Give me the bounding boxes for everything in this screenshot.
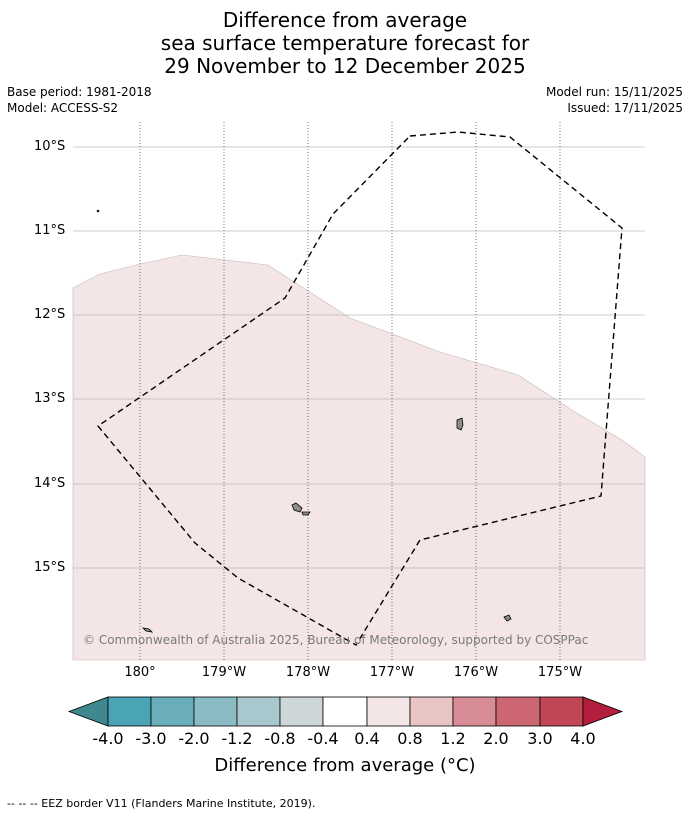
colorbar-right-extension xyxy=(582,696,624,727)
lon-label-178w: 178°W xyxy=(285,665,331,680)
colorbar-tick-label: -0.8 xyxy=(264,729,296,748)
colorbar-segment-6 xyxy=(322,696,368,727)
colorbar-segment-5 xyxy=(279,696,324,727)
colorbar-tick-label: 1.2 xyxy=(440,729,466,748)
colorbar-segment-7 xyxy=(366,696,411,727)
lon-label-175w: 175°W xyxy=(537,665,583,680)
eez-legend-text: -- -- -- EEZ border V11 (Flanders Marine… xyxy=(7,797,316,810)
colorbar-segment-11 xyxy=(539,696,584,727)
lon-label-180: 180° xyxy=(124,665,156,680)
title-line-3: 29 November to 12 December 2025 xyxy=(164,54,526,78)
island-small-sw xyxy=(141,627,154,633)
colorbar-segment-1 xyxy=(107,696,152,727)
island-small-se xyxy=(503,614,512,622)
title-line-2: sea surface temperature forecast for xyxy=(160,31,530,55)
issued-date: Issued: 17/11/2025 xyxy=(567,101,683,115)
colorbar-tick-label: 0.8 xyxy=(397,729,423,748)
colorbar-segment-2 xyxy=(150,696,195,727)
lat-label-10s: 10°S xyxy=(34,139,66,154)
colorbar-label: Difference from average (°C) xyxy=(214,755,476,776)
colorbar-left-extension xyxy=(67,696,109,727)
lat-label-11s: 11°S xyxy=(34,223,66,238)
colorbar-tick-label: 3.0 xyxy=(527,729,553,748)
anomaly-region-0-4-to-0-8 xyxy=(72,254,646,661)
lat-label-15s: 15°S xyxy=(34,560,66,575)
island-futuna xyxy=(291,502,303,513)
colorbar-tick-label: 0.4 xyxy=(354,729,380,748)
model-run: Model run: 15/11/2025 xyxy=(545,85,683,99)
colorbar-tick-label: -4.0 xyxy=(92,729,124,748)
lat-label-14s: 14°S xyxy=(34,476,66,491)
colorbar-segment-8 xyxy=(409,696,454,727)
latitude-gridlines xyxy=(73,146,645,569)
model-name: Model: ACCESS-S2 xyxy=(7,101,119,115)
lat-label-12s: 12°S xyxy=(34,307,66,322)
colorbar-tick-label: 2.0 xyxy=(483,729,509,748)
colorbar-segment-3 xyxy=(193,696,238,727)
lon-label-176w: 176°W xyxy=(453,665,499,680)
island-alofi xyxy=(301,511,311,516)
island-dot-nw xyxy=(96,209,100,213)
colorbar-tick-label: -1.2 xyxy=(221,729,253,748)
lon-label-179w: 179°W xyxy=(201,665,247,680)
base-period: Base period: 1981-2018 xyxy=(7,85,152,99)
title-line-1: Difference from average xyxy=(222,8,468,32)
eez-border xyxy=(96,131,623,646)
islands xyxy=(96,209,512,633)
colorbar-tick-label: 4.0 xyxy=(570,729,596,748)
colorbar-segment-9 xyxy=(452,696,497,727)
copyright-text: © Commonwealth of Australia 2025, Bureau… xyxy=(83,633,589,647)
colorbar-segment-4 xyxy=(236,696,281,727)
colorbar xyxy=(67,696,624,727)
island-wallis xyxy=(456,417,464,431)
colorbar-tick-label: -2.0 xyxy=(178,729,210,748)
lat-label-13s: 13°S xyxy=(34,391,66,406)
lon-label-177w: 177°W xyxy=(369,665,415,680)
colorbar-tick-label: -0.4 xyxy=(307,729,339,748)
colorbar-tick-label: -3.0 xyxy=(135,729,167,748)
colorbar-segment-10 xyxy=(495,696,541,727)
